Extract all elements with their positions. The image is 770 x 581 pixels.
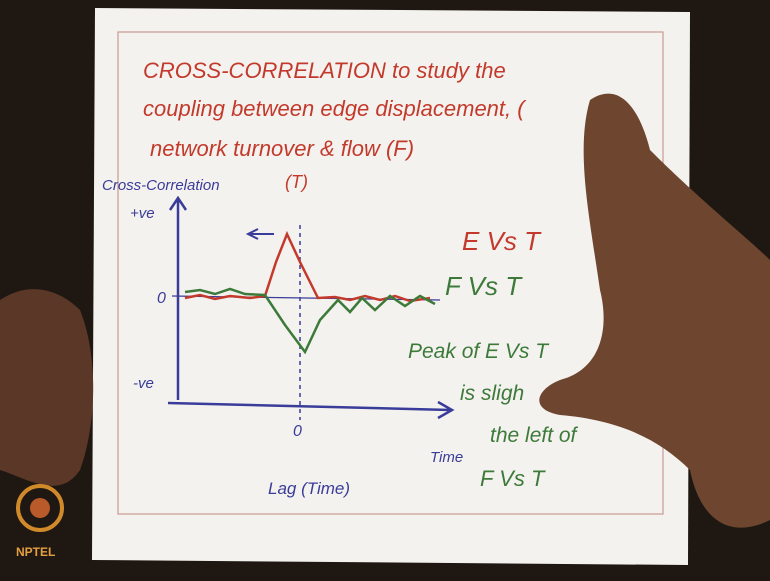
hand	[0, 289, 93, 486]
remark-line: is sligh	[460, 382, 524, 405]
y-top: +ve	[130, 205, 155, 222]
frame: CROSS-CORRELATION to study the coupling …	[0, 0, 770, 581]
logo-text: NPTEL	[16, 545, 55, 559]
x-caption: Lag (Time)	[268, 479, 350, 498]
legend-entry: E Vs T	[462, 226, 542, 256]
heading-line: coupling between edge displacement, (	[143, 96, 527, 121]
heading-line: network turnover & flow (F)	[150, 136, 414, 161]
x-zero: 0	[293, 423, 302, 440]
y-bottom: -ve	[133, 375, 154, 392]
y-zero: 0	[157, 290, 166, 307]
heading-line: CROSS-CORRELATION to study the	[143, 58, 506, 83]
remark-line: the left of	[490, 424, 579, 447]
remark-line: F Vs T	[480, 466, 546, 491]
logo-mark	[30, 498, 50, 518]
remark-line: Peak of E Vs T	[408, 340, 550, 363]
heading-tag: (T)	[285, 172, 308, 192]
x-label: Time	[430, 449, 463, 466]
legend-entry: F Vs T	[445, 271, 523, 301]
y-label: Cross-Correlation	[102, 177, 220, 194]
